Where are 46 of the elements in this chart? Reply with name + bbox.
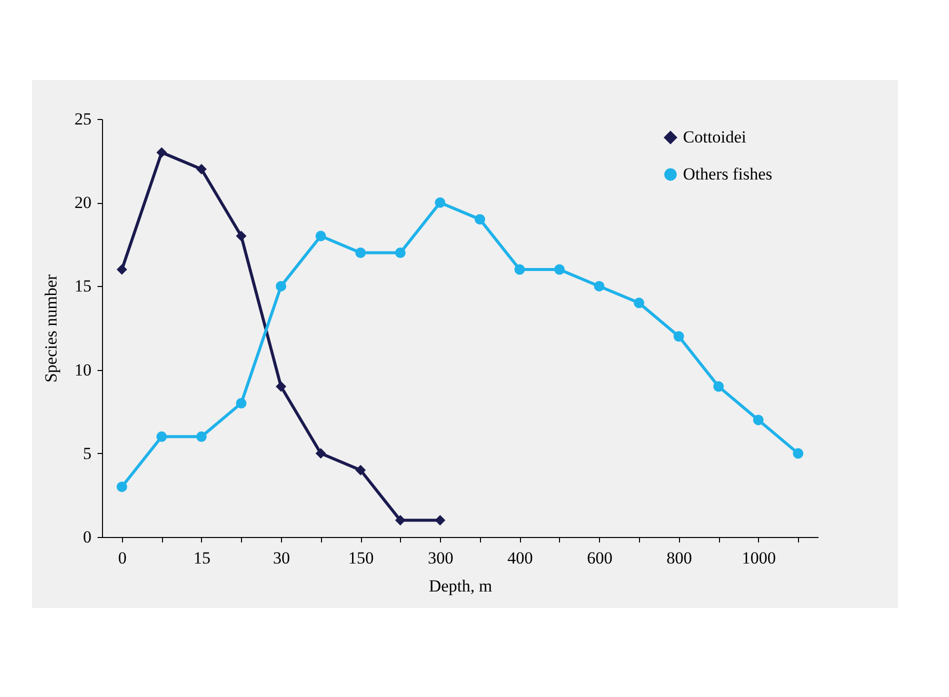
point bbox=[395, 248, 406, 258]
legend-label: Others fishes bbox=[683, 164, 772, 184]
x-tick-label: 400 bbox=[507, 548, 533, 568]
x-tick-label: 30 bbox=[273, 548, 290, 568]
point bbox=[434, 197, 446, 208]
point bbox=[316, 230, 326, 242]
x-tick-label: 150 bbox=[348, 548, 374, 568]
x-tick-label: 800 bbox=[666, 548, 692, 568]
point bbox=[236, 398, 246, 408]
point bbox=[514, 264, 525, 275]
point bbox=[713, 381, 724, 392]
legend-label: Cottoidei bbox=[683, 128, 747, 146]
point bbox=[474, 214, 486, 225]
y-tick-label: 20 bbox=[74, 193, 92, 212]
point bbox=[395, 515, 406, 526]
y-axis-title: Species number bbox=[42, 274, 60, 383]
y-tick-label: 0 bbox=[83, 528, 92, 546]
point bbox=[116, 482, 128, 492]
point bbox=[753, 414, 764, 426]
y-tick-label: 15 bbox=[74, 276, 92, 296]
x-tick-label: 0 bbox=[118, 548, 127, 568]
point bbox=[355, 464, 366, 476]
point bbox=[594, 280, 604, 292]
y-tick-label: 25 bbox=[74, 110, 92, 128]
point bbox=[792, 448, 804, 459]
point bbox=[196, 431, 207, 442]
x-tick-label: 300 bbox=[428, 548, 454, 568]
point bbox=[434, 515, 446, 526]
point bbox=[236, 230, 246, 242]
x-tick-label: 1000 bbox=[742, 548, 776, 568]
y-tick-label: 5 bbox=[83, 444, 92, 463]
x-tick-label: 15 bbox=[193, 548, 210, 568]
point bbox=[355, 248, 366, 258]
point bbox=[276, 381, 286, 392]
point bbox=[156, 147, 167, 158]
point bbox=[276, 280, 286, 292]
x-tick-label: 600 bbox=[586, 548, 612, 568]
point bbox=[674, 331, 684, 342]
point bbox=[156, 431, 167, 442]
point bbox=[116, 264, 128, 275]
point bbox=[634, 298, 644, 308]
point bbox=[196, 164, 207, 174]
y-tick-label: 10 bbox=[74, 360, 92, 380]
point bbox=[554, 264, 565, 275]
point bbox=[316, 448, 326, 459]
x-axis-title: Depth, m bbox=[428, 576, 492, 596]
